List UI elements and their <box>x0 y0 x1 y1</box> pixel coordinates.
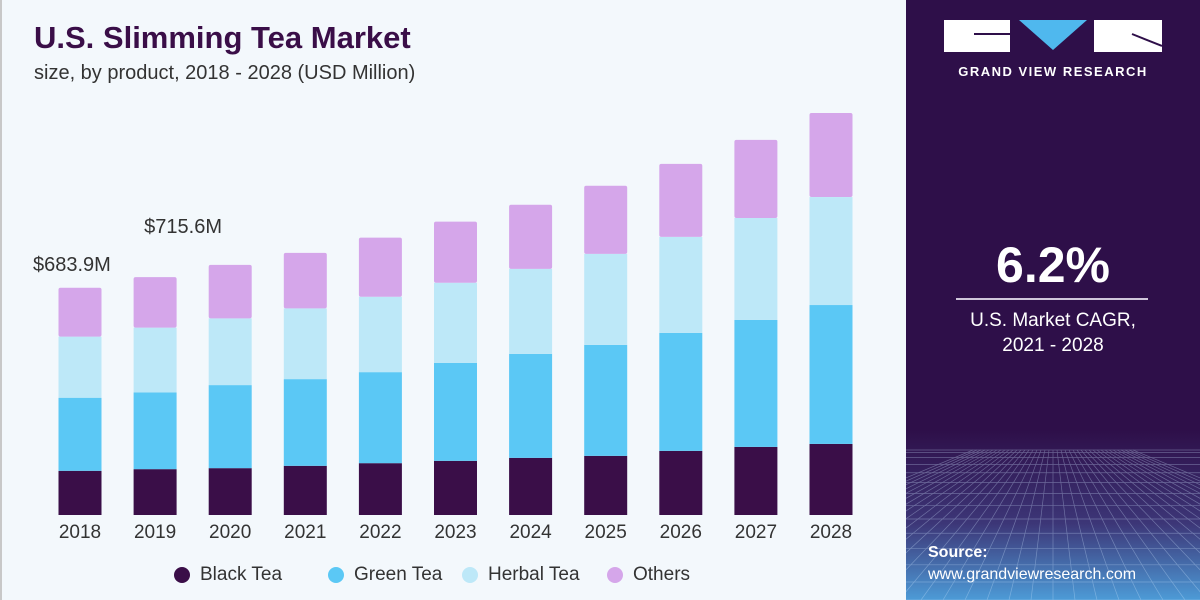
bar-segment-green-tea-2018 <box>58 397 102 471</box>
x-tick-label: 2024 <box>509 522 552 543</box>
bar-segment-black-tea-2018 <box>58 470 102 515</box>
legend-label: Others <box>633 564 691 585</box>
cagr-label-line1: U.S. Market CAGR, <box>970 310 1136 331</box>
grid-lines-decoration <box>906 449 1200 600</box>
legend-label: Green Tea <box>354 564 443 585</box>
x-tick-label: 2028 <box>810 522 852 543</box>
bar-segment-green-tea-2024 <box>509 353 553 458</box>
bar-segment-black-tea-2027 <box>734 446 778 515</box>
legend-item: Green Tea <box>328 564 442 586</box>
bar-segment-herbal-tea-2022 <box>358 296 402 373</box>
bar-segment-others-2024 <box>509 204 553 269</box>
bar-segment-black-tea-2025 <box>584 455 628 515</box>
bar-segment-herbal-tea-2026 <box>659 236 703 333</box>
bar-segment-others-2026 <box>659 163 703 237</box>
legend-swatch <box>174 567 190 583</box>
bar-segment-herbal-tea-2024 <box>509 268 553 354</box>
bar-segment-others-2021 <box>283 252 327 309</box>
x-tick-label: 2022 <box>359 522 401 543</box>
bar-segment-black-tea-2026 <box>659 450 703 515</box>
bar-segment-herbal-tea-2018 <box>58 336 102 398</box>
x-tick-label: 2018 <box>59 522 101 543</box>
bar-segment-others-2028 <box>809 113 853 198</box>
legend-label: Herbal Tea <box>488 564 580 585</box>
bar-segment-herbal-tea-2019 <box>133 327 177 393</box>
legend-swatch <box>462 567 478 583</box>
bar-segment-green-tea-2028 <box>809 305 853 444</box>
brand-name: GRAND VIEW RESEARCH <box>958 64 1148 79</box>
bar-segment-herbal-tea-2027 <box>734 217 778 320</box>
bar-segment-others-2022 <box>358 237 402 297</box>
chart-area: U.S. Slimming Tea Market size, by produc… <box>0 0 853 600</box>
bar-segment-black-tea-2020 <box>208 468 252 515</box>
total-annotation: $715.6M <box>144 216 222 238</box>
bar-segment-others-2025 <box>584 185 628 254</box>
source-label: Source: <box>928 544 988 561</box>
bar-segment-black-tea-2028 <box>809 443 853 515</box>
bar-segment-black-tea-2019 <box>133 469 177 515</box>
legend-item: Herbal Tea <box>462 564 580 586</box>
bar-segment-others-2018 <box>58 287 102 337</box>
x-tick-label: 2019 <box>134 522 176 543</box>
bar-segment-green-tea-2020 <box>208 385 252 469</box>
cagr-label-line2: 2021 - 2028 <box>1002 335 1104 356</box>
bar-segment-black-tea-2024 <box>509 457 553 515</box>
bar-segment-green-tea-2023 <box>434 362 477 461</box>
legend-item: Black Tea <box>174 564 282 586</box>
cagr-label: U.S. Market CAGR, 2021 - 2028 <box>906 308 1200 358</box>
bar-segment-green-tea-2026 <box>659 332 703 451</box>
grand-view-research-logo <box>944 20 1162 52</box>
bar-segment-others-2019 <box>133 277 177 328</box>
x-tick-label: 2020 <box>209 522 251 543</box>
bar-segment-green-tea-2021 <box>283 379 327 466</box>
bar-segment-black-tea-2021 <box>283 465 327 515</box>
bar-segment-herbal-tea-2028 <box>809 197 853 306</box>
legend-swatch <box>607 567 623 583</box>
legend-item: Others <box>607 564 690 586</box>
bar-segment-herbal-tea-2021 <box>283 308 327 380</box>
chart-subtitle: size, by product, 2018 - 2028 (USD Milli… <box>34 62 416 84</box>
bar-segment-green-tea-2025 <box>584 344 628 456</box>
bar-segment-black-tea-2023 <box>434 460 477 515</box>
grid-background <box>906 430 1200 600</box>
divider <box>956 298 1148 300</box>
info-panel: GRAND VIEW RESEARCH 6.2% U.S. Market CAG… <box>906 0 1200 600</box>
bar-segment-black-tea-2022 <box>358 463 402 515</box>
bar-segment-others-2023 <box>434 221 477 283</box>
bar-segment-herbal-tea-2020 <box>208 318 252 386</box>
x-tick-label: 2023 <box>434 522 476 543</box>
chart-title: U.S. Slimming Tea Market <box>34 20 411 55</box>
legend-swatch <box>328 567 344 583</box>
x-tick-label: 2021 <box>284 522 326 543</box>
bar-segment-others-2027 <box>734 139 778 218</box>
x-tick-label: 2027 <box>735 522 777 543</box>
source-url[interactable]: www.grandviewresearch.com <box>928 566 1137 583</box>
bar-segment-green-tea-2022 <box>358 372 402 464</box>
bar-segment-herbal-tea-2025 <box>584 253 628 345</box>
bar-segment-green-tea-2019 <box>133 392 177 470</box>
bar-segment-herbal-tea-2023 <box>434 282 477 363</box>
legend-label: Black Tea <box>200 564 283 585</box>
total-annotation: $683.9M <box>33 254 111 276</box>
bar-segment-others-2020 <box>208 264 252 319</box>
cagr-value: 6.2% <box>996 237 1110 293</box>
bar-segment-green-tea-2027 <box>734 319 778 447</box>
x-tick-label: 2026 <box>660 522 702 543</box>
x-tick-label: 2025 <box>585 522 627 543</box>
stacked-bar-chart: 2018 $683.9M 2019 $715.6M 2020 2021 2022 2023 20… <box>33 113 853 543</box>
